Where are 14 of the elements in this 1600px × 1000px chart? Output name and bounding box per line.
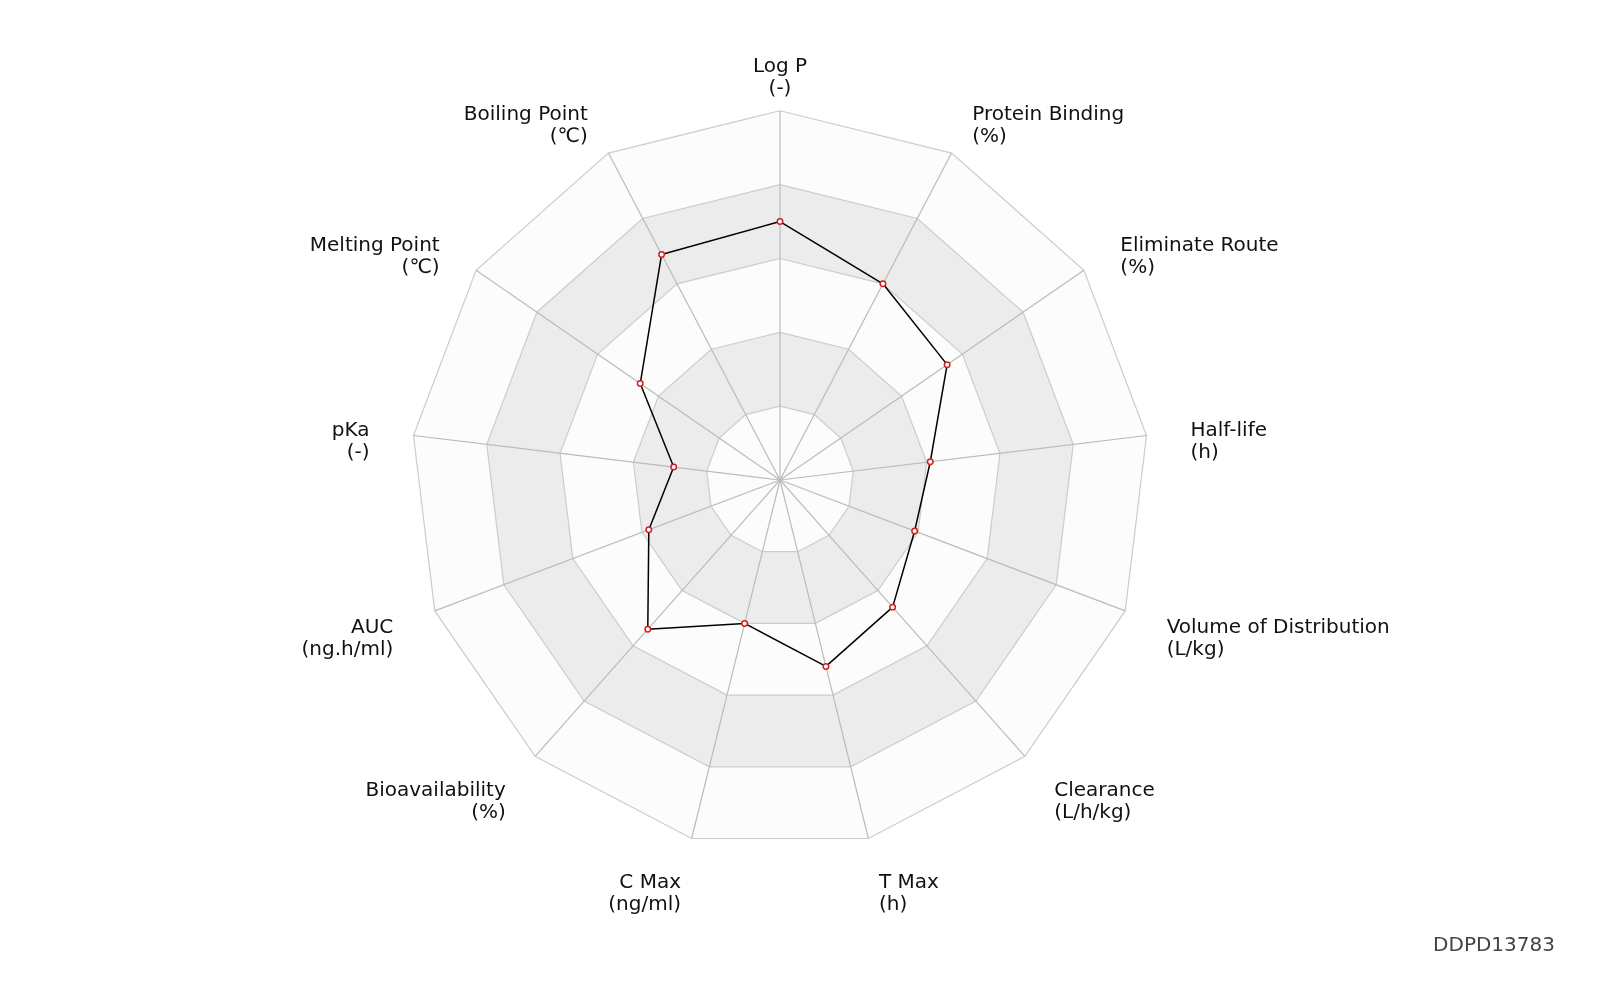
spoke-label: Clearance (L/h/kg) xyxy=(1054,776,1155,823)
spoke-label: Boiling Point (℃) xyxy=(463,100,588,147)
spoke-label: Log P (-) xyxy=(752,53,808,100)
spoke-label: Eliminate Route (%) xyxy=(1120,232,1279,279)
spoke-label: Volume of Distribution (L/kg) xyxy=(1166,613,1390,660)
text: DDPD13783 xyxy=(1433,932,1555,956)
spoke-label: T Max (h) xyxy=(877,868,940,915)
spoke-label: Half-life (h) xyxy=(1190,417,1268,464)
spoke-label: Melting Point (℃) xyxy=(309,232,440,279)
spoke-label: AUC (ng.h/ml) xyxy=(301,613,394,660)
spoke-label: Protein Binding (%) xyxy=(972,100,1125,147)
spoke-label: C Max (ng/ml) xyxy=(608,868,682,915)
spoke-label: pKa (-) xyxy=(331,417,370,464)
spoke-label: Bioavailability (%) xyxy=(365,776,506,823)
